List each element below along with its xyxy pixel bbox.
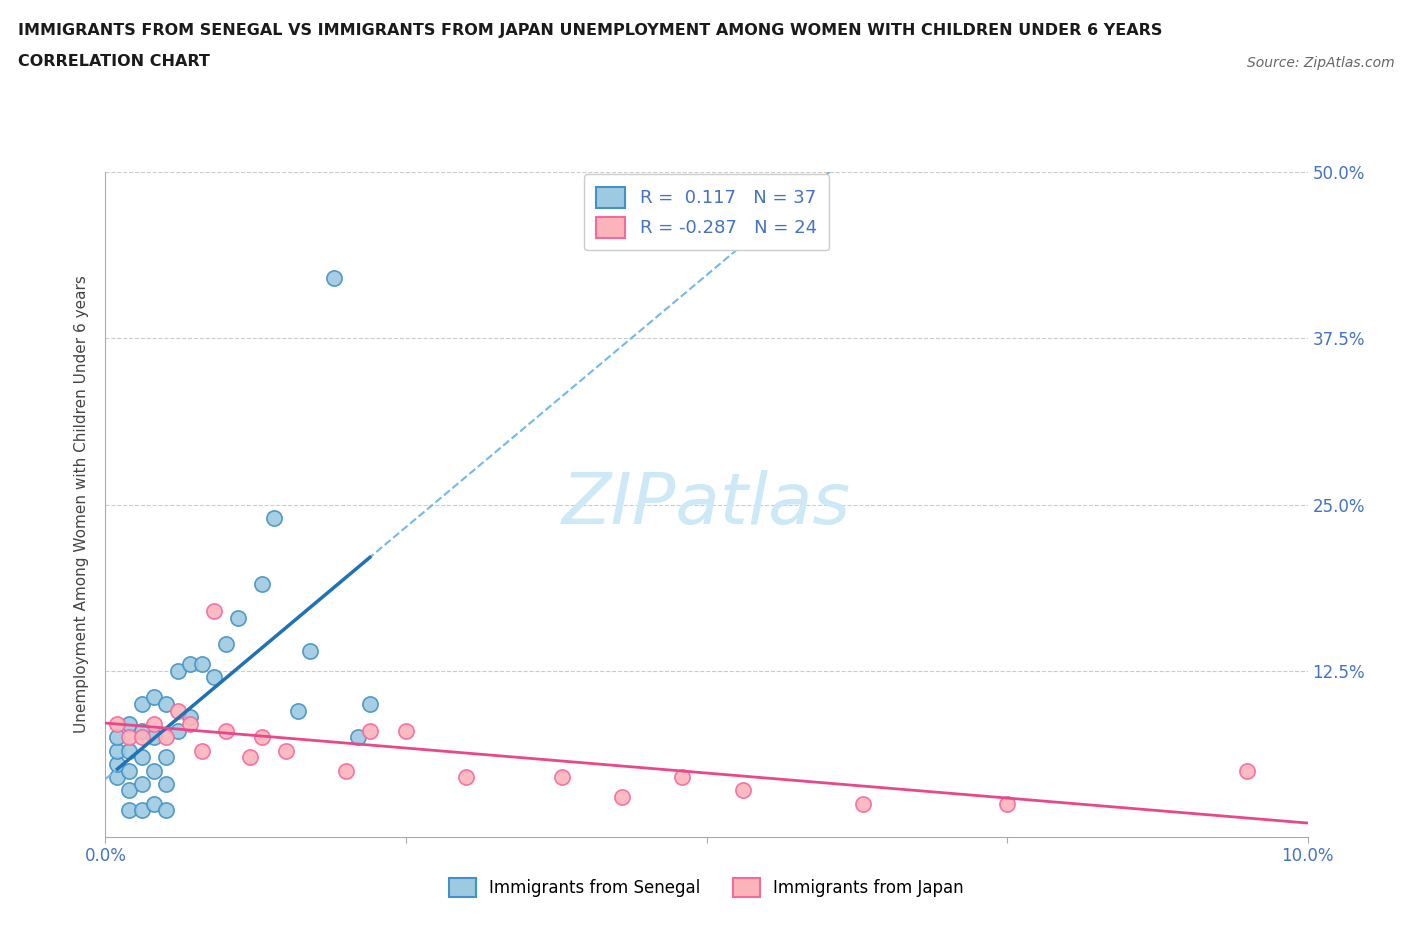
Text: Source: ZipAtlas.com: Source: ZipAtlas.com bbox=[1247, 56, 1395, 70]
Point bbox=[287, 703, 309, 718]
Point bbox=[142, 730, 165, 745]
Legend: Immigrants from Senegal, Immigrants from Japan: Immigrants from Senegal, Immigrants from… bbox=[440, 870, 973, 905]
Point bbox=[142, 763, 165, 777]
Text: ZIPatlas: ZIPatlas bbox=[562, 470, 851, 539]
Point bbox=[118, 783, 141, 798]
Point bbox=[731, 783, 754, 798]
Point bbox=[995, 796, 1018, 811]
Point bbox=[214, 724, 236, 738]
Point bbox=[359, 697, 381, 711]
Point bbox=[131, 724, 153, 738]
Point bbox=[155, 697, 177, 711]
Point bbox=[118, 730, 141, 745]
Y-axis label: Unemployment Among Women with Children Under 6 years: Unemployment Among Women with Children U… bbox=[75, 275, 90, 734]
Point bbox=[250, 577, 273, 591]
Point bbox=[202, 670, 225, 684]
Point bbox=[1236, 763, 1258, 777]
Point bbox=[166, 724, 188, 738]
Point bbox=[118, 716, 141, 731]
Point bbox=[131, 730, 153, 745]
Point bbox=[214, 637, 236, 652]
Text: CORRELATION CHART: CORRELATION CHART bbox=[18, 54, 209, 69]
Point bbox=[190, 657, 212, 671]
Point bbox=[226, 610, 249, 625]
Point bbox=[274, 743, 297, 758]
Point bbox=[190, 743, 212, 758]
Point bbox=[179, 716, 201, 731]
Point bbox=[347, 730, 370, 745]
Point bbox=[298, 644, 321, 658]
Point bbox=[239, 750, 262, 764]
Point bbox=[179, 657, 201, 671]
Point bbox=[454, 770, 477, 785]
Point bbox=[142, 796, 165, 811]
Point bbox=[131, 697, 153, 711]
Point bbox=[359, 724, 381, 738]
Point bbox=[166, 663, 188, 678]
Point bbox=[118, 763, 141, 777]
Point bbox=[166, 703, 188, 718]
Point bbox=[107, 743, 129, 758]
Point bbox=[395, 724, 418, 738]
Point bbox=[155, 803, 177, 817]
Point bbox=[551, 770, 574, 785]
Point bbox=[142, 716, 165, 731]
Point bbox=[852, 796, 875, 811]
Point bbox=[118, 803, 141, 817]
Point bbox=[335, 763, 357, 777]
Point bbox=[322, 271, 344, 286]
Point bbox=[107, 770, 129, 785]
Point bbox=[202, 604, 225, 618]
Point bbox=[612, 790, 634, 804]
Point bbox=[155, 750, 177, 764]
Point bbox=[107, 716, 129, 731]
Point bbox=[155, 730, 177, 745]
Point bbox=[131, 803, 153, 817]
Point bbox=[179, 710, 201, 724]
Text: IMMIGRANTS FROM SENEGAL VS IMMIGRANTS FROM JAPAN UNEMPLOYMENT AMONG WOMEN WITH C: IMMIGRANTS FROM SENEGAL VS IMMIGRANTS FR… bbox=[18, 23, 1163, 38]
Point bbox=[131, 777, 153, 791]
Point bbox=[155, 777, 177, 791]
Point bbox=[131, 750, 153, 764]
Point bbox=[142, 690, 165, 705]
Point bbox=[263, 511, 285, 525]
Point bbox=[107, 756, 129, 771]
Point bbox=[250, 730, 273, 745]
Point bbox=[107, 730, 129, 745]
Point bbox=[671, 770, 693, 785]
Point bbox=[118, 743, 141, 758]
